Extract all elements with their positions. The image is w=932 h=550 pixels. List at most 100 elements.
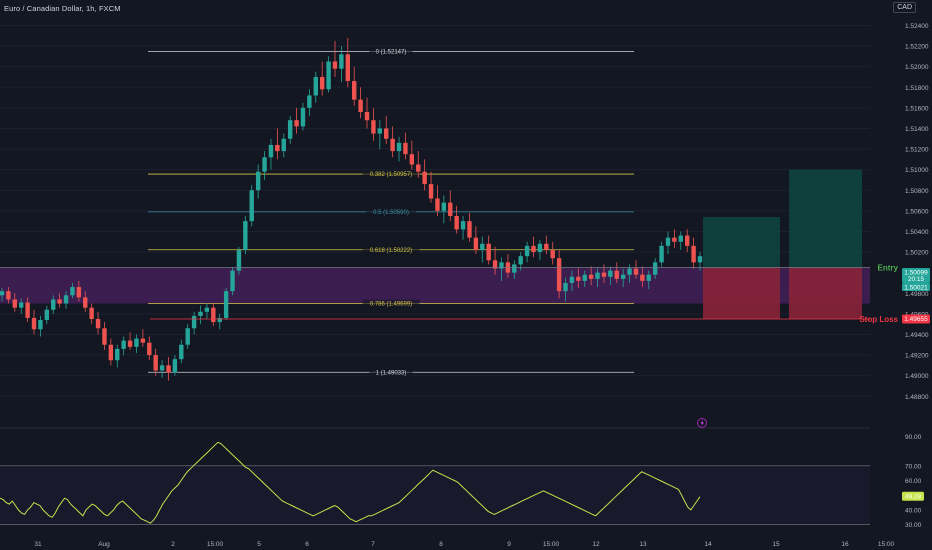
- candle-body: [422, 171, 427, 185]
- fib-label-bg: [362, 245, 420, 254]
- price-tick-label: 1.50400: [905, 229, 929, 236]
- candle-body: [185, 328, 190, 345]
- stop-box-2: [789, 267, 862, 319]
- time-tick-label: 8: [439, 541, 443, 548]
- price-tick-label: 1.52400: [905, 23, 929, 30]
- candle-body: [384, 128, 389, 139]
- candle-body: [44, 309, 50, 321]
- candle-body: [550, 249, 555, 259]
- time-tick-label: Aug: [98, 541, 110, 548]
- time-tick-label: 15:00: [878, 541, 895, 548]
- price-tick-label: 1.51200: [905, 147, 929, 154]
- candle-body: [140, 338, 146, 343]
- candle-body: [198, 311, 203, 316]
- candle-body: [441, 202, 447, 211]
- candle-body: [95, 319, 101, 329]
- candle-body: [243, 221, 248, 250]
- candle-body: [127, 340, 133, 347]
- candle-body: [339, 54, 344, 69]
- fib-label: 0.382 (1.50957): [370, 172, 412, 178]
- fib-label: 1 (1.49033): [376, 370, 407, 376]
- current-price-badge: [902, 268, 930, 283]
- time-axis[interactable]: 31 Aug 2 15:00 5 6 7 8 9 15:00 12 13 14 15 16 15:00: [34, 541, 894, 548]
- rsi-value: 49.28: [905, 493, 922, 500]
- price-tick-label: 1.50200: [905, 250, 929, 257]
- candle-body: [287, 120, 293, 139]
- candle-body: [480, 243, 485, 250]
- fib-label: 0.5 (1.50590): [373, 210, 409, 216]
- candle-body: [307, 95, 312, 108]
- position-boxes: [703, 169, 862, 319]
- entry-price-value: 1.50021: [904, 285, 928, 292]
- candle-body: [678, 235, 683, 242]
- candle-body: [255, 171, 261, 191]
- candle-body: [640, 274, 645, 281]
- candle-body: [262, 157, 267, 172]
- candle-body: [0, 291, 5, 296]
- candle-body: [569, 276, 575, 283]
- currency-button[interactable]: CAD: [893, 2, 916, 13]
- price-tick-label: 1.51000: [905, 167, 929, 174]
- time-tick-label: 14: [704, 541, 712, 548]
- current-price-value: 1.50099: [904, 270, 928, 277]
- rsi-line: [0, 441, 701, 524]
- fib-label: 0.618 (1.50222): [370, 248, 412, 254]
- fib-label-bg: [362, 299, 420, 308]
- candle-body: [460, 221, 466, 230]
- candle-body: [684, 235, 690, 246]
- candle-body: [204, 307, 210, 312]
- time-tick-label: 15: [772, 541, 780, 548]
- entry-label: Entry: [878, 264, 899, 273]
- candle-body: [486, 243, 491, 261]
- candle-body: [51, 299, 56, 310]
- candle-body: [230, 270, 235, 292]
- rsi-pane: [0, 441, 870, 525]
- fib-label-bg: [369, 47, 413, 56]
- candle-body: [627, 268, 632, 275]
- fib-label: 0.786 (1.49699): [370, 302, 412, 308]
- candle-body: [531, 245, 536, 253]
- candle-body: [601, 272, 607, 277]
- candle-body: [236, 249, 242, 271]
- symbol-title[interactable]: Euro / Canadian Dollar, 1h, FXCM: [4, 4, 121, 13]
- candle-body: [159, 365, 165, 371]
- rsi-tick-label: 90.00: [905, 434, 922, 441]
- time-tick-label: 15:00: [207, 541, 224, 548]
- candle-body: [31, 317, 37, 330]
- candle-body: [294, 120, 299, 127]
- candle-body: [83, 297, 88, 308]
- candle-body: [268, 144, 274, 158]
- candle-body: [153, 355, 158, 371]
- candle-body: [396, 142, 402, 152]
- candle-body: [63, 295, 69, 304]
- candle-body: [492, 260, 498, 269]
- candle-body: [646, 274, 651, 281]
- candle-body: [620, 274, 626, 279]
- candle-body: [652, 262, 658, 275]
- candle-body: [166, 365, 171, 373]
- rsi-value-badge: [902, 491, 924, 501]
- candle-body: [595, 272, 600, 279]
- candle-body: [102, 328, 107, 345]
- fib-label-bg: [362, 170, 420, 179]
- candle-body: [345, 54, 350, 82]
- time-tick-label: 9: [507, 541, 511, 548]
- time-tick-label: 31: [34, 541, 42, 548]
- stop-loss-label: Stop Loss: [859, 315, 898, 324]
- stop-price-badge: [902, 314, 930, 324]
- candle-body: [448, 202, 453, 216]
- rsi-tick-label: 40.00: [905, 507, 922, 514]
- candle-body: [691, 245, 696, 263]
- stop-box-1: [703, 267, 780, 319]
- candle-body: [76, 287, 82, 298]
- price-tick-label: 1.51800: [905, 85, 929, 92]
- candle-body: [499, 262, 504, 269]
- lightning-icon[interactable]: [697, 418, 707, 428]
- price-tick-label: 1.48800: [905, 394, 929, 401]
- candle-body: [108, 344, 114, 361]
- candle-body: [57, 299, 62, 304]
- fibonacci-retracement[interactable]: 0 (1.52147) 0.382 (1.50957) 0.5 (1.50590) 0…: [148, 47, 634, 377]
- time-tick-label: 6: [305, 541, 309, 548]
